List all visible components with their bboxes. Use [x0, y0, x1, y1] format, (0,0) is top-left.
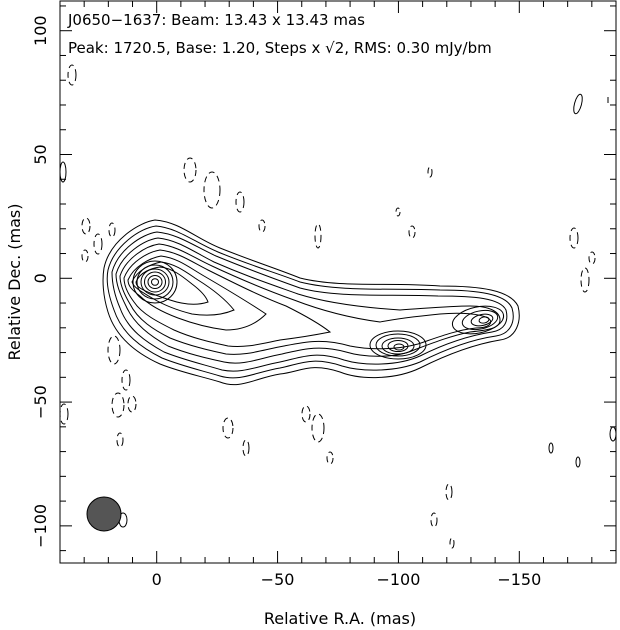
contour-level-9: [135, 266, 209, 305]
neg-contour-7: [408, 225, 416, 239]
knot2-ring-2: [461, 309, 499, 331]
neg-contour-26: [445, 483, 453, 501]
isolated-contour-1: [573, 93, 583, 115]
neg-contour-12: [108, 222, 116, 238]
neg-contour-16: [111, 392, 125, 418]
neg-contour-10: [81, 217, 91, 235]
core-ring-3: [140, 268, 170, 296]
tick-labels: 0 −50 −100 −150 100 50 0 −50 −100: [31, 15, 541, 589]
neg-contour-27: [449, 537, 455, 549]
neg-contour-5: [258, 219, 266, 233]
isolated-contour-6: [548, 442, 554, 454]
neg-contour-25: [430, 512, 438, 528]
contour-level-7: [127, 255, 267, 331]
neg-contour-19: [59, 403, 69, 425]
neg-contour-29: [588, 251, 596, 265]
core-ring-4: [144, 271, 166, 293]
x-tick-label: −50: [261, 570, 295, 589]
neg-contour-8: [395, 207, 401, 217]
y-tick-label: 0: [31, 273, 50, 283]
x-tick-label: −100: [376, 570, 420, 589]
neg-contour-2: [183, 157, 197, 183]
neg-contour-9: [427, 166, 433, 178]
knot2-ring-4: [478, 316, 490, 324]
core-ring-6: [151, 278, 159, 286]
header-line-2: Peak: 1720.5, Base: 1.20, Steps x √2, RM…: [68, 39, 492, 57]
neg-contour-23: [311, 413, 325, 443]
knot1-ring-1: [369, 330, 427, 360]
knot1-ring-2: [375, 333, 421, 357]
y-tick-label: 50: [31, 144, 50, 164]
x-tick-label: −150: [497, 570, 541, 589]
neg-contour-14: [107, 335, 121, 365]
y-axis-title: Relative Dec. (mas): [5, 204, 24, 361]
contour-level-2: [106, 225, 514, 379]
neg-contour-24: [326, 451, 334, 465]
knot1-ring-5: [393, 343, 405, 351]
neg-contour-13: [81, 249, 89, 263]
knot1-ring-4: [387, 340, 409, 352]
neg-contour-20: [222, 417, 234, 439]
core-ring-1: [132, 260, 178, 304]
core-ring-2: [136, 264, 174, 300]
knot2-ring-1: [451, 305, 505, 335]
neg-contour-17: [127, 395, 137, 413]
neg-contour-21: [242, 439, 250, 457]
header-line-2-suffix: 2, RMS: 0.30 mJy/bm: [335, 39, 492, 57]
y-tick-label: −50: [31, 385, 50, 419]
isolated-contour-4: [609, 426, 617, 442]
neg-contour-15: [121, 369, 131, 391]
x-axis-title: Relative R.A. (mas): [264, 609, 416, 628]
knot1-ring-3: [381, 337, 415, 355]
beam-ellipse: [86, 496, 122, 532]
plot-frame: [59, 0, 617, 564]
neg-contour-18: [116, 432, 124, 448]
positive-contours: [59, 93, 617, 528]
header-line-2-prefix: Peak: 1720.5, Base: 1.20, Steps x: [68, 39, 325, 57]
neg-contour-28: [569, 227, 579, 249]
header-line-1: J0650−1637: Beam: 13.43 x 13.43 mas: [67, 11, 365, 29]
neg-contour-30: [580, 267, 590, 293]
x-tick-label: 0: [152, 570, 162, 589]
contour-level-3: [111, 231, 508, 372]
neg-contour-4: [235, 191, 245, 213]
contour-level-6: [123, 249, 332, 347]
y-tick-label: −100: [31, 504, 50, 548]
neg-contour-11: [93, 233, 103, 255]
negative-contours: [59, 64, 596, 549]
neg-contour-6: [314, 223, 322, 249]
sqrt-symbol: √: [325, 39, 335, 57]
tick-marks: [60, 1, 616, 563]
isolated-contour-5: [575, 456, 581, 468]
y-tick-label: 100: [31, 15, 50, 46]
contour-level-1: [102, 219, 520, 386]
core-ring-5: [147, 275, 163, 289]
neg-contour-22: [301, 405, 311, 423]
contour-level-5: [119, 243, 492, 355]
contour-level-4: [115, 237, 501, 364]
neg-contour-1: [67, 64, 77, 86]
isolated-contour-3: [59, 161, 67, 183]
knot2-ring-3: [470, 313, 494, 327]
neg-contour-3: [203, 171, 221, 209]
